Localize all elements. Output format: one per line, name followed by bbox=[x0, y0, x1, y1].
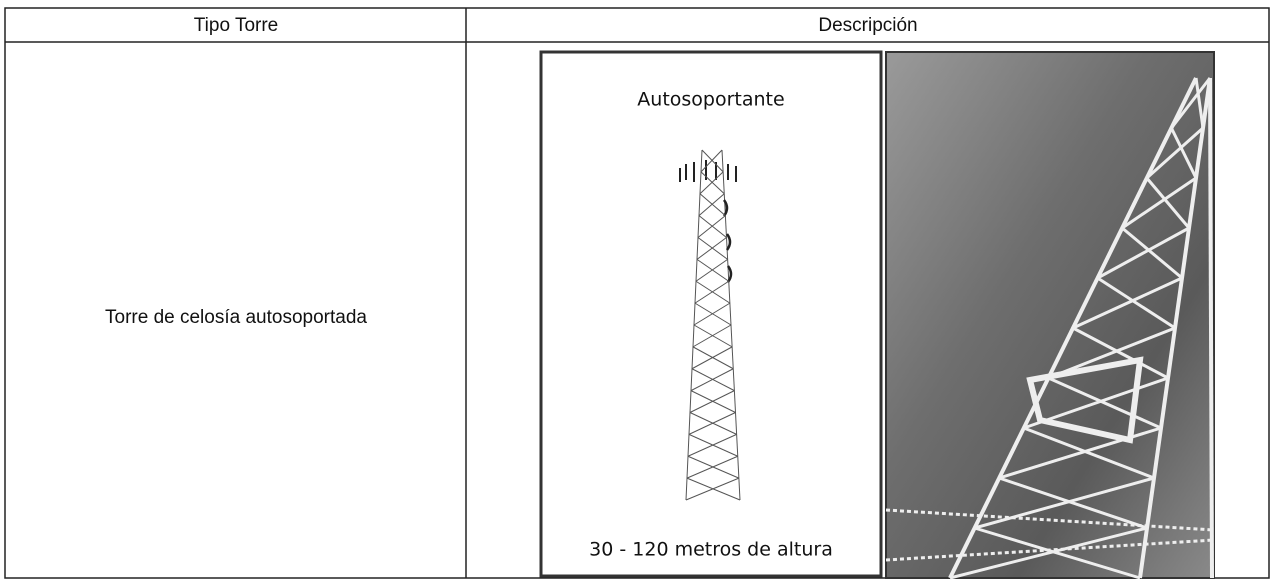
header-cell: Descripción bbox=[818, 15, 917, 36]
brace bbox=[696, 237, 727, 260]
photo-brace bbox=[1194, 77, 1205, 129]
photo-brace bbox=[1121, 176, 1197, 230]
photo-brace bbox=[1072, 326, 1169, 380]
photo-brace bbox=[1145, 177, 1191, 229]
photo-brace bbox=[1096, 276, 1176, 330]
illustration-caption: 30 - 120 metros de altura bbox=[589, 539, 833, 561]
brace bbox=[689, 390, 735, 413]
photo-brace bbox=[1023, 376, 1169, 430]
brace bbox=[688, 412, 736, 435]
tower-photo bbox=[885, 51, 1215, 580]
body-cell: Torre de celosía autosoportada bbox=[105, 307, 367, 328]
brace bbox=[701, 149, 724, 173]
brace bbox=[694, 280, 730, 304]
tower-drawing bbox=[679, 149, 741, 501]
brace bbox=[692, 324, 732, 348]
brace bbox=[686, 455, 738, 479]
photo-brace bbox=[1170, 77, 1212, 129]
brace bbox=[693, 302, 731, 326]
photo-brace bbox=[1047, 376, 1162, 430]
table-border bbox=[4, 7, 1270, 579]
brace bbox=[692, 346, 734, 370]
brace bbox=[694, 302, 732, 326]
brace bbox=[687, 433, 737, 457]
illustration-title: Autosoportante bbox=[637, 89, 784, 111]
photo-brace bbox=[1096, 226, 1190, 280]
brace bbox=[697, 215, 726, 238]
photo-brace bbox=[1023, 426, 1155, 480]
brace bbox=[693, 324, 733, 348]
brace bbox=[697, 237, 728, 260]
photo-brace bbox=[998, 426, 1162, 480]
photo-brace bbox=[1170, 127, 1198, 179]
photo-brace bbox=[1121, 226, 1183, 280]
brace bbox=[695, 258, 728, 282]
brace bbox=[696, 258, 730, 282]
brace bbox=[685, 477, 740, 501]
brace bbox=[698, 215, 727, 238]
brace bbox=[699, 171, 724, 195]
brace bbox=[690, 368, 734, 392]
photo-brace bbox=[949, 526, 1148, 580]
brace bbox=[695, 280, 731, 304]
brace bbox=[691, 346, 733, 370]
photo-brace bbox=[1145, 126, 1204, 180]
photo-brace bbox=[1072, 276, 1183, 330]
header-cell: Tipo Torre bbox=[194, 15, 278, 36]
brace bbox=[698, 193, 725, 217]
photo-brace bbox=[974, 526, 1141, 580]
photo-brace bbox=[1047, 326, 1176, 380]
photo-brace bbox=[998, 476, 1148, 530]
illustration-frame bbox=[539, 50, 883, 578]
brace bbox=[699, 193, 726, 217]
photo-brace bbox=[974, 476, 1155, 530]
brace bbox=[700, 149, 723, 173]
brace bbox=[700, 171, 725, 195]
